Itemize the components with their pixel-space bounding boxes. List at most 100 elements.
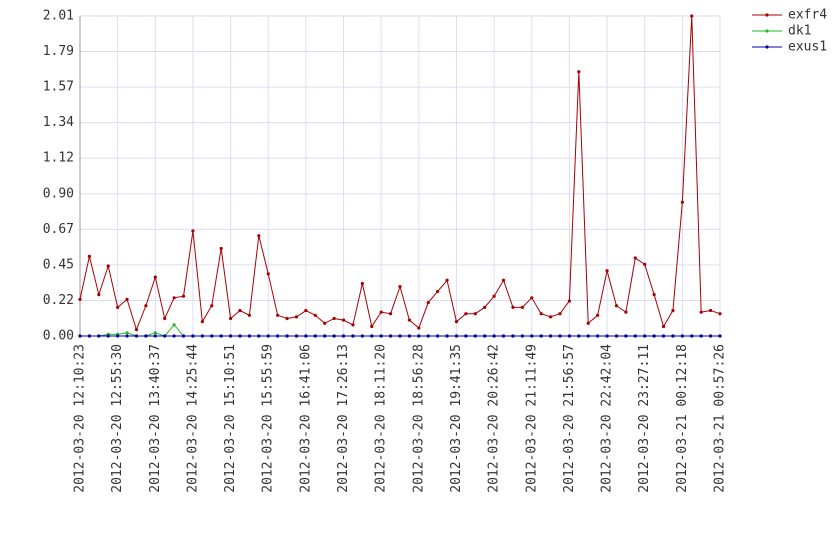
data-point (332, 316, 336, 321)
data-point (473, 312, 477, 316)
x-tick-label: 2012-03-20 21:11:49 (524, 344, 539, 493)
data-point (247, 313, 252, 317)
y-tick-label: 1.79 (43, 44, 74, 59)
data-point (671, 334, 675, 338)
data-point (370, 334, 374, 338)
data-point (426, 334, 430, 338)
data-point (172, 334, 176, 338)
data-point (144, 334, 148, 338)
data-point (200, 334, 204, 338)
data-point (200, 320, 204, 324)
legend-label: exfr4 (788, 8, 827, 23)
data-point (153, 331, 157, 335)
data-point (633, 334, 637, 338)
data-point (436, 289, 440, 294)
data-point (548, 315, 553, 319)
legend-label: dk1 (788, 24, 811, 39)
data-point (257, 234, 261, 238)
y-tick-label: 0.22 (43, 293, 74, 308)
data-point (586, 321, 590, 325)
x-tick-label: 2012-03-20 13:40:37 (148, 344, 163, 493)
data-point (661, 324, 666, 329)
data-point (163, 334, 167, 338)
legend-marker (765, 45, 769, 49)
data-point (219, 334, 223, 338)
legend-label: exus1 (788, 40, 827, 55)
data-point (276, 334, 280, 338)
data-point (671, 308, 675, 313)
data-point (304, 334, 308, 338)
x-tick-label: 2012-03-20 18:56:28 (411, 344, 426, 493)
data-point (436, 334, 440, 338)
data-point (266, 272, 270, 276)
data-point (313, 313, 317, 317)
data-point (87, 254, 92, 258)
y-tick-label: 2.01 (43, 9, 74, 24)
data-point (454, 320, 459, 324)
data-point (511, 305, 515, 309)
data-point (181, 294, 186, 298)
data-point (294, 334, 299, 338)
data-point (191, 334, 195, 338)
data-point (530, 296, 534, 300)
data-point (708, 308, 713, 313)
data-point (285, 316, 289, 321)
x-tick-label: 2012-03-20 14:25:44 (185, 344, 200, 493)
x-tick-label: 2012-03-20 15:10:51 (223, 344, 238, 493)
data-point (473, 334, 477, 338)
data-point (360, 334, 364, 338)
data-point (388, 334, 393, 338)
legend-marker (765, 29, 769, 33)
y-tick-label: 1.12 (43, 151, 74, 166)
data-point (228, 316, 233, 321)
data-point (567, 299, 572, 303)
data-point (445, 334, 449, 338)
data-point (520, 305, 524, 309)
data-point (238, 334, 242, 338)
data-point (106, 264, 110, 268)
x-tick-label: 2012-03-20 21:56:57 (562, 344, 577, 493)
data-point (454, 334, 459, 338)
x-tick-label: 2012-03-20 23:27:11 (637, 344, 652, 493)
data-point (153, 334, 157, 338)
data-point (116, 305, 120, 309)
data-point (690, 14, 694, 18)
data-point (351, 323, 355, 327)
data-point (172, 296, 176, 300)
data-point (228, 334, 233, 338)
data-point (379, 334, 383, 338)
data-point (116, 334, 120, 338)
data-point (492, 294, 496, 298)
data-point (247, 334, 252, 338)
data-point (370, 324, 374, 329)
data-point (680, 334, 684, 338)
y-tick-label: 1.57 (43, 80, 74, 95)
data-point (464, 312, 468, 316)
y-tick-label: 0.67 (43, 222, 74, 237)
data-point (407, 318, 412, 322)
data-point (285, 334, 289, 338)
data-point (605, 334, 609, 338)
data-point (134, 334, 139, 338)
data-point (134, 328, 139, 332)
data-point (125, 334, 129, 338)
data-point (388, 312, 393, 316)
data-point (445, 278, 449, 282)
data-point (586, 334, 590, 338)
data-point (125, 331, 129, 335)
data-point (97, 334, 101, 338)
x-tick-label: 2012-03-20 12:55:30 (110, 344, 125, 493)
data-point (633, 256, 637, 260)
y-tick-label: 0.45 (43, 257, 74, 272)
x-tick-label: 2012-03-20 15:55:59 (261, 344, 276, 493)
data-point (313, 334, 317, 338)
x-tick-label: 2012-03-21 00:57:26 (713, 344, 728, 493)
data-point (624, 334, 628, 338)
data-point (238, 308, 242, 313)
data-point (614, 334, 619, 338)
data-point (614, 304, 619, 308)
data-point (708, 334, 713, 338)
data-point (605, 269, 609, 273)
data-point (210, 304, 214, 308)
